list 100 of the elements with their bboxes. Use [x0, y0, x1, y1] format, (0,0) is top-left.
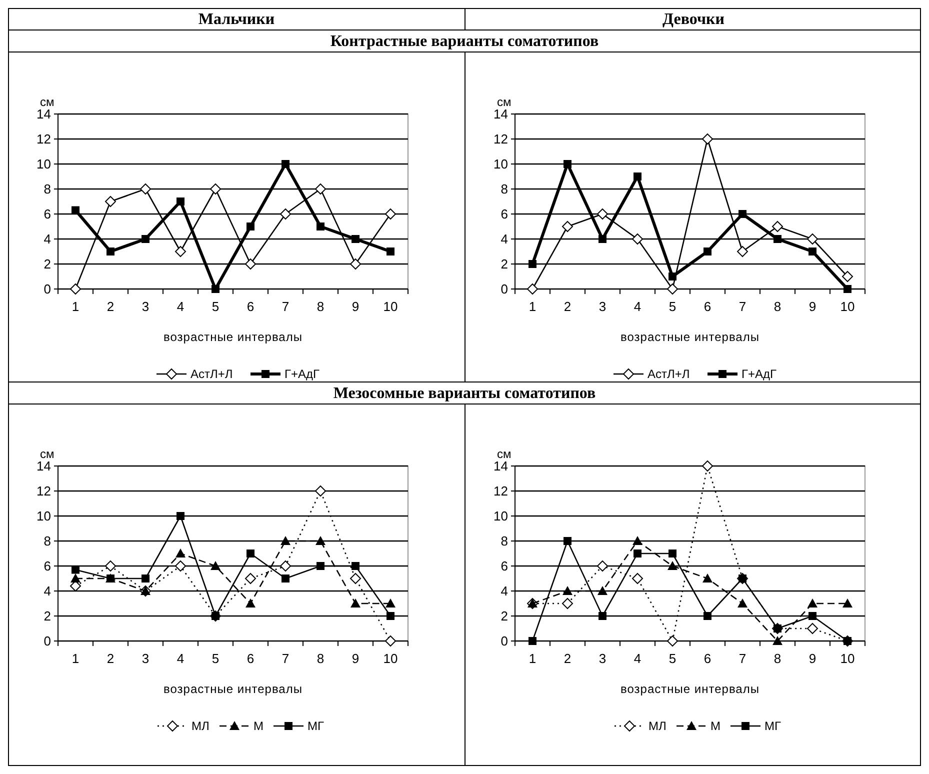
y-axis-title: см [40, 95, 54, 109]
x-tick-label: 9 [808, 299, 816, 314]
x-tick-label: 1 [528, 299, 536, 314]
point [738, 598, 748, 608]
point [528, 260, 536, 268]
y-tick-label: 6 [500, 206, 508, 222]
x-tick-label: 1 [528, 651, 536, 666]
point [316, 562, 324, 570]
x-tick-label: 5 [212, 651, 220, 666]
point [704, 612, 712, 620]
x-tick-label: 5 [668, 299, 676, 314]
legend-label: М [710, 719, 720, 734]
point [315, 184, 326, 194]
point [176, 548, 186, 558]
point [702, 574, 712, 582]
x-tick-label: 10 [383, 651, 398, 666]
x-tick-label: 6 [246, 299, 254, 314]
point [352, 562, 360, 570]
point [316, 222, 324, 230]
point [142, 574, 150, 582]
y-tick-label: 2 [500, 256, 508, 272]
point [667, 284, 678, 294]
point [176, 198, 184, 206]
y-tick-label: 14 [36, 106, 51, 122]
text: Контрастные варианты соматотипов [330, 33, 599, 50]
y-tick-label: 6 [44, 206, 51, 222]
point [668, 550, 676, 558]
point [562, 598, 573, 609]
legend-label: Г+АдГ [284, 367, 320, 382]
y-tick-label: 10 [494, 508, 508, 524]
y-tick-label: 8 [44, 182, 51, 197]
x-tick-label: 8 [774, 651, 782, 666]
point [282, 574, 290, 582]
x-tick-label: 6 [704, 651, 712, 666]
x-tick-label: 10 [840, 299, 855, 314]
x-tick-label: 7 [282, 651, 290, 666]
x-tick-label: 4 [634, 651, 642, 666]
point [527, 284, 538, 294]
y-tick-label: 4 [500, 232, 508, 247]
point [807, 623, 818, 634]
point [72, 566, 80, 574]
legend-label: АстЛ+Л [648, 367, 690, 382]
y-axis-title: см [40, 447, 54, 461]
point [245, 573, 256, 584]
x-tick-label: 3 [142, 651, 150, 666]
point [210, 561, 220, 570]
y-tick-label: 14 [36, 458, 51, 474]
y-tick-label: 2 [500, 608, 508, 624]
point [597, 208, 608, 220]
point [212, 285, 220, 293]
x-tick-label: 10 [840, 651, 855, 666]
point [842, 598, 852, 608]
legend-label: АстЛ+Л [190, 367, 233, 382]
point [632, 573, 643, 584]
point [704, 248, 712, 256]
point [562, 586, 572, 595]
point [844, 285, 852, 293]
point [564, 537, 572, 545]
point [598, 586, 608, 595]
y-tick-label: 12 [36, 132, 51, 147]
chart-title: Мальчики [198, 11, 275, 28]
x-tick-label: 9 [352, 651, 360, 666]
x-tick-label: 7 [738, 299, 746, 314]
x-tick-label: 9 [352, 299, 360, 314]
point [807, 234, 818, 244]
x-tick-label: 8 [316, 299, 324, 314]
point [598, 612, 606, 620]
point [282, 160, 290, 168]
point [280, 560, 291, 572]
legend-label: М [254, 719, 264, 734]
legend-label: Г+АдГ [742, 367, 778, 382]
point [668, 272, 676, 280]
point [774, 235, 782, 243]
point [105, 560, 116, 572]
x-tick-label: 7 [282, 299, 290, 314]
y-tick-label: 4 [44, 584, 51, 599]
y-tick-label: 8 [44, 534, 51, 549]
point [386, 612, 394, 620]
point [246, 598, 256, 608]
point [316, 536, 326, 545]
point [842, 271, 853, 282]
point [597, 560, 608, 572]
x-tick-label: 4 [176, 651, 184, 666]
x-tick-label: 3 [142, 299, 150, 314]
point [385, 208, 396, 220]
y-tick-label: 6 [500, 558, 508, 574]
point [350, 258, 361, 270]
point [72, 206, 80, 214]
x-tick-label: 4 [634, 299, 642, 314]
y-tick-label: 2 [44, 256, 51, 272]
y-tick-label: 10 [36, 156, 51, 172]
point [702, 134, 713, 144]
point [70, 574, 80, 582]
point [808, 248, 816, 256]
y-tick-label: 8 [500, 182, 508, 197]
y-tick-label: 8 [500, 534, 508, 549]
point [737, 246, 748, 257]
point [350, 598, 360, 608]
x-tick-label: 2 [106, 651, 114, 666]
chart-title: Девочки [662, 11, 724, 28]
